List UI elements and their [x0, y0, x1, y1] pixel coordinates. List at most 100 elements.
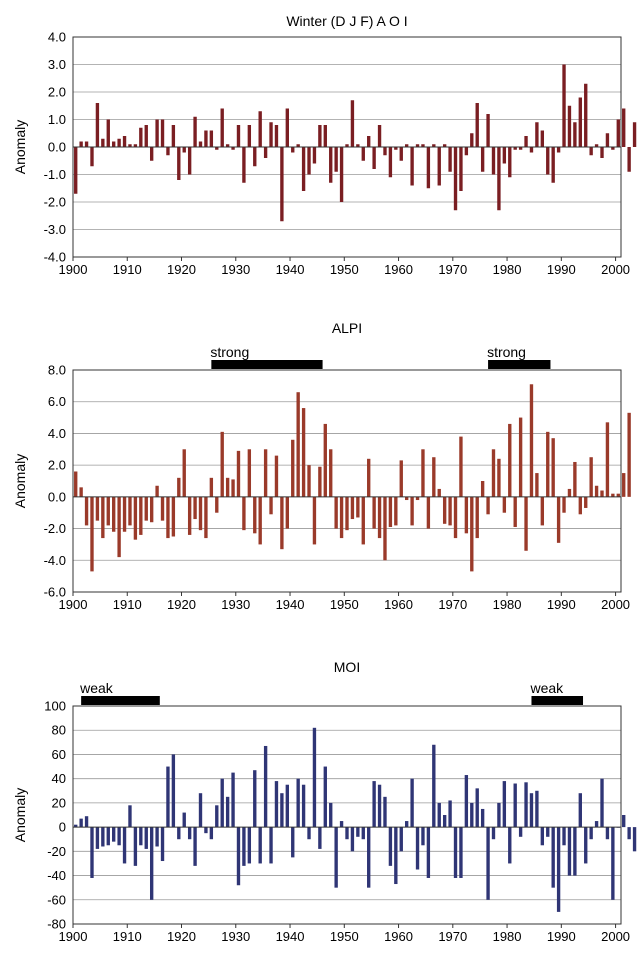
- y-tick-label: 0: [59, 820, 66, 835]
- y-tick-label: 60: [52, 747, 66, 762]
- bar-1957: [383, 796, 387, 828]
- bar-1967: [437, 488, 441, 497]
- bar-1969: [448, 496, 452, 526]
- bar-1981: [513, 147, 517, 150]
- x-tick-label: 2000: [601, 597, 630, 612]
- x-tick-label: 1940: [276, 929, 305, 944]
- bar-1966: [432, 457, 436, 497]
- bar-1980: [508, 147, 512, 178]
- bar-1993: [578, 793, 582, 828]
- x-tick-label: 1940: [276, 597, 305, 612]
- bar-1919: [177, 827, 181, 840]
- bar-1947: [329, 802, 333, 828]
- bar-1980: [508, 423, 512, 497]
- bar-1923: [198, 793, 203, 828]
- bar-1967: [437, 147, 441, 186]
- bar-1909: [122, 827, 127, 864]
- y-tick-label: 0.0: [48, 489, 66, 504]
- bar-1966: [432, 744, 436, 828]
- bar-1964: [421, 449, 425, 497]
- bar-1929: [231, 772, 235, 828]
- bar-1949: [339, 147, 344, 202]
- bar-1982: [518, 147, 523, 150]
- bar-1942: [301, 408, 306, 497]
- bar-1934: [258, 496, 262, 545]
- bar-1995: [589, 457, 593, 497]
- bar-1954: [367, 827, 371, 888]
- bar-1967: [437, 802, 441, 828]
- bar-1972: [464, 496, 469, 534]
- bar-1907: [112, 141, 116, 147]
- bar-1998: [605, 133, 610, 147]
- bar-1981: [513, 783, 517, 828]
- bar-1978: [497, 458, 501, 497]
- bar-1973: [470, 802, 474, 828]
- bar-1921: [187, 496, 192, 535]
- bar-1986: [540, 496, 545, 526]
- bar-2001: [622, 815, 626, 828]
- bar-1920: [182, 147, 186, 153]
- bar-1947: [329, 147, 333, 183]
- bar-1912: [139, 496, 143, 535]
- bar-1924: [204, 827, 208, 834]
- bar-1934: [258, 111, 262, 147]
- bar-1976: [486, 496, 490, 515]
- bar-1977: [491, 449, 496, 497]
- bar-1919: [177, 477, 181, 497]
- y-axis-label: Anomaly: [12, 788, 28, 842]
- bar-1925: [209, 477, 214, 497]
- bar-1983: [524, 136, 528, 147]
- y-tick-label: -4.0: [44, 250, 66, 265]
- bar-1915: [155, 827, 159, 847]
- x-tick-label: 1960: [384, 929, 413, 944]
- period-band: [488, 360, 551, 369]
- chart-panel-2: ALPI strong strong -6.0 -4.0 -2.0 0.0 2.0 4.0 6.0…: [12, 320, 631, 612]
- bar-1997: [600, 490, 604, 497]
- bar-1988: [551, 438, 555, 497]
- x-tick-label: 1990: [547, 929, 576, 944]
- bar-1930: [236, 450, 241, 497]
- bar-1977: [491, 827, 496, 840]
- bar-1936: [269, 496, 273, 515]
- x-tick-label: 1910: [113, 929, 142, 944]
- bar-1936: [269, 122, 273, 147]
- bar-1985: [535, 473, 539, 497]
- chart-title: Winter (D J F) A O I: [286, 13, 407, 29]
- bar-1932: [247, 125, 252, 147]
- x-tick-label: 1950: [330, 929, 359, 944]
- chart-title: ALPI: [332, 320, 362, 336]
- bar-1991: [567, 488, 572, 497]
- x-tick-label: 1930: [221, 597, 250, 612]
- bar-1975: [480, 147, 485, 172]
- bar-1950: [345, 144, 349, 147]
- bar-1984: [529, 793, 534, 828]
- bar-1914: [149, 147, 154, 161]
- bar-1937: [274, 781, 279, 828]
- bar-1931: [242, 496, 246, 531]
- bar-1973: [470, 496, 474, 572]
- bar-1909: [122, 496, 127, 532]
- x-tick-label: 1910: [113, 262, 142, 277]
- bar-1939: [285, 784, 289, 828]
- bar-1959: [394, 147, 398, 150]
- bar-1922: [193, 827, 197, 866]
- bar-1953: [361, 147, 365, 161]
- bar-1971: [459, 827, 463, 878]
- bar-1918: [171, 125, 176, 147]
- bar-1900: [74, 471, 78, 497]
- y-tick-label: 100: [44, 699, 66, 714]
- x-tick-label: 1900: [59, 929, 88, 944]
- x-tick-label: 1960: [384, 597, 413, 612]
- bar-1946: [323, 125, 327, 147]
- bar-1974: [475, 788, 479, 828]
- bar-1977: [491, 147, 496, 175]
- x-tick-label: 1920: [167, 597, 196, 612]
- bar-1945: [318, 466, 322, 497]
- bar-1991: [567, 105, 572, 147]
- bar-1909: [122, 136, 127, 147]
- bar-1970: [453, 496, 458, 539]
- bar-1964: [421, 827, 425, 846]
- bar-1978: [497, 802, 501, 828]
- y-tick-label: 1.0: [48, 112, 66, 127]
- bar-1984: [529, 147, 534, 153]
